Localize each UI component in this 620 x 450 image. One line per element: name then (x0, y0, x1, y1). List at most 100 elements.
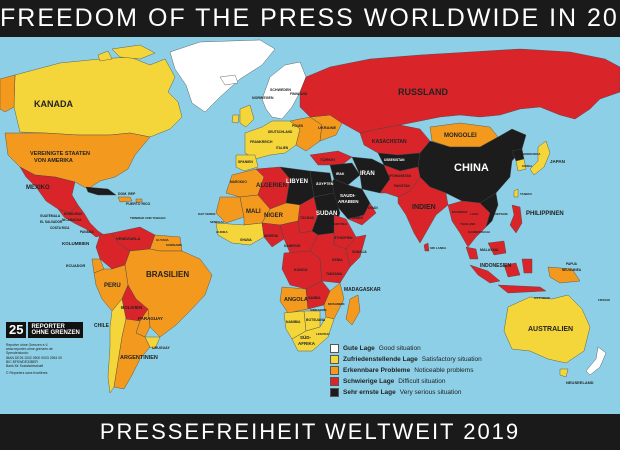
footer-title: PRESSEFREIHEIT WELTWEIT 2019 (99, 419, 521, 444)
label-indien: INDIEN (412, 204, 436, 211)
country-somalia (345, 234, 367, 268)
country-vietnam (479, 192, 499, 228)
country-iraq-syria (329, 162, 361, 186)
country-canada (13, 56, 183, 138)
label-fidschi: FIDSCHI (598, 298, 610, 302)
legend-label-de: Gute Lage (343, 345, 375, 352)
label-venezuela: VENEZUELA (116, 236, 140, 241)
label-irak: IRAK (336, 172, 345, 176)
label-oman: OMAN (368, 206, 378, 210)
label-schweden: SCHWEDEN (270, 88, 291, 92)
label-lesotho: LESOTHO (316, 332, 330, 336)
label-malaysia: MALAYSIA (480, 248, 499, 252)
label-costa-rica: COSTA RICA (50, 226, 70, 230)
label-botsuana: BOTSUANA (306, 318, 326, 322)
label-panama: PANAMA (80, 230, 94, 234)
canada-islands (97, 44, 156, 62)
legend-swatch (330, 377, 339, 386)
legend-swatch (330, 388, 339, 397)
label-aethiopien: ÄTHIOPIEN (334, 236, 353, 240)
label-deutschland: DEUTSCHLAND (268, 130, 293, 134)
label-mongolei: MONGOLEI (444, 133, 477, 139)
organization-name: REPORTER OHNE GRENZEN (28, 322, 83, 338)
country-cuba (85, 186, 117, 196)
label-nigeria: NIGERIA (264, 234, 279, 238)
legend-label-de: Sehr ernste Lage (343, 389, 396, 396)
country-papua (547, 266, 581, 284)
label-niger: NIGER (264, 213, 284, 219)
label-mexiko: MEXIKO (26, 185, 50, 191)
label-italien: ITALIEN (276, 146, 289, 150)
label-uruguay: URUGUAY (152, 346, 170, 350)
label-osttimor: OSTTIMOR (534, 296, 551, 300)
label-russland: RUSSLAND (398, 87, 449, 97)
label-papua-2: NEUGUINEA (562, 268, 582, 272)
label-finnland: FINNLAND (290, 92, 308, 96)
label-thailand: THAILAND (460, 222, 476, 226)
label-puerto-rico: PUERTO RICO (126, 202, 151, 206)
label-usbekistan: USBEKISTAN (384, 158, 405, 162)
label-eritrea: ERITREA (334, 222, 348, 226)
label-sambia: SAMBIA (308, 296, 321, 300)
country-angola (279, 286, 309, 314)
label-pakistan: PAKISTAN (394, 184, 411, 188)
label-sri-lanka: SRI LANKA (430, 246, 447, 250)
org-info-line: IBAN DE26 1002 0500 0003 2554 00 (6, 355, 62, 360)
label-libyen: LIBYEN (286, 179, 308, 185)
label-ukraine: UKRAINE (318, 125, 337, 130)
country-west-sahara-mauritania (215, 196, 245, 224)
country-australia (503, 294, 591, 364)
country-spain (235, 154, 259, 172)
country-turkey (309, 150, 353, 166)
country-malaysia (465, 240, 507, 260)
country-uk (231, 104, 255, 128)
label-nordkorea: NORDKOREA (522, 152, 540, 156)
label-marokko: MAROKKO (230, 180, 247, 184)
country-uruguay (144, 336, 161, 350)
organization-name-line1: REPORTER (31, 324, 65, 330)
label-guatemala: GUATEMALA (40, 214, 61, 218)
label-namibia: NAMIBIA (286, 320, 301, 324)
legend-label-en: Satisfactory situation (421, 356, 482, 363)
label-guyana: GUYANA (156, 238, 170, 242)
country-iceland (219, 74, 239, 86)
label-ecuador: ECUADOR (66, 264, 85, 268)
label-kuba: KUBA (90, 188, 101, 192)
legend-swatch (330, 366, 339, 375)
label-china: CHINA (454, 162, 489, 174)
country-yemen-oman (347, 202, 377, 226)
label-senegal: SENEGAL (210, 220, 225, 224)
legend-item-good: Gute Lage Good situation (330, 343, 482, 354)
label-kanada: KANADA (34, 99, 73, 109)
legend-swatch (330, 344, 339, 353)
anniversary-badge: 25 (6, 322, 27, 338)
label-ghana: GHANA (240, 238, 252, 242)
label-simbabwe: SIMBABWE (310, 308, 327, 312)
label-mali: MALI (246, 209, 261, 215)
country-argentina (113, 318, 151, 390)
label-nicaragua: NICARAGUA (62, 218, 82, 222)
country-west-africa (215, 222, 265, 246)
legend-label-de: Zufriedenstellende Lage (343, 356, 418, 363)
label-sudan: SUDAN (316, 211, 337, 217)
label-saudi-1: SAUDI- (340, 193, 356, 198)
country-tasmania (559, 368, 569, 378)
legend-item-noticeable: Erkennbare Probleme Noticeable problems (330, 365, 482, 376)
country-taiwan (513, 188, 519, 198)
footer-title-banner: PRESSEFREIHEIT WELTWEIT 2019 (0, 414, 620, 450)
label-somalia: SOMALIA (352, 250, 367, 254)
legend-item-difficult: Schwierige Lage Difficult situation (330, 376, 482, 387)
label-sued-afrika-1: SÜD- (300, 334, 312, 340)
country-nigeria (261, 222, 285, 248)
organization-info: Reporter ohne Grenzen e.V. www.reporter-… (6, 343, 98, 375)
label-chile: CHILE (94, 323, 110, 329)
legend-swatch (330, 355, 339, 364)
label-madagaskar: MADAGASKAR (344, 287, 381, 293)
country-india (397, 176, 449, 244)
country-sri-lanka (423, 242, 430, 252)
world-map: KANADA VEREINIGTE STAATEN VON AMERIKA ME… (0, 37, 620, 414)
country-new-zealand (585, 346, 607, 376)
organization-name-line2: OHNE GRENZEN (31, 330, 80, 336)
label-kap-verde: KAP VERDE (198, 212, 215, 216)
